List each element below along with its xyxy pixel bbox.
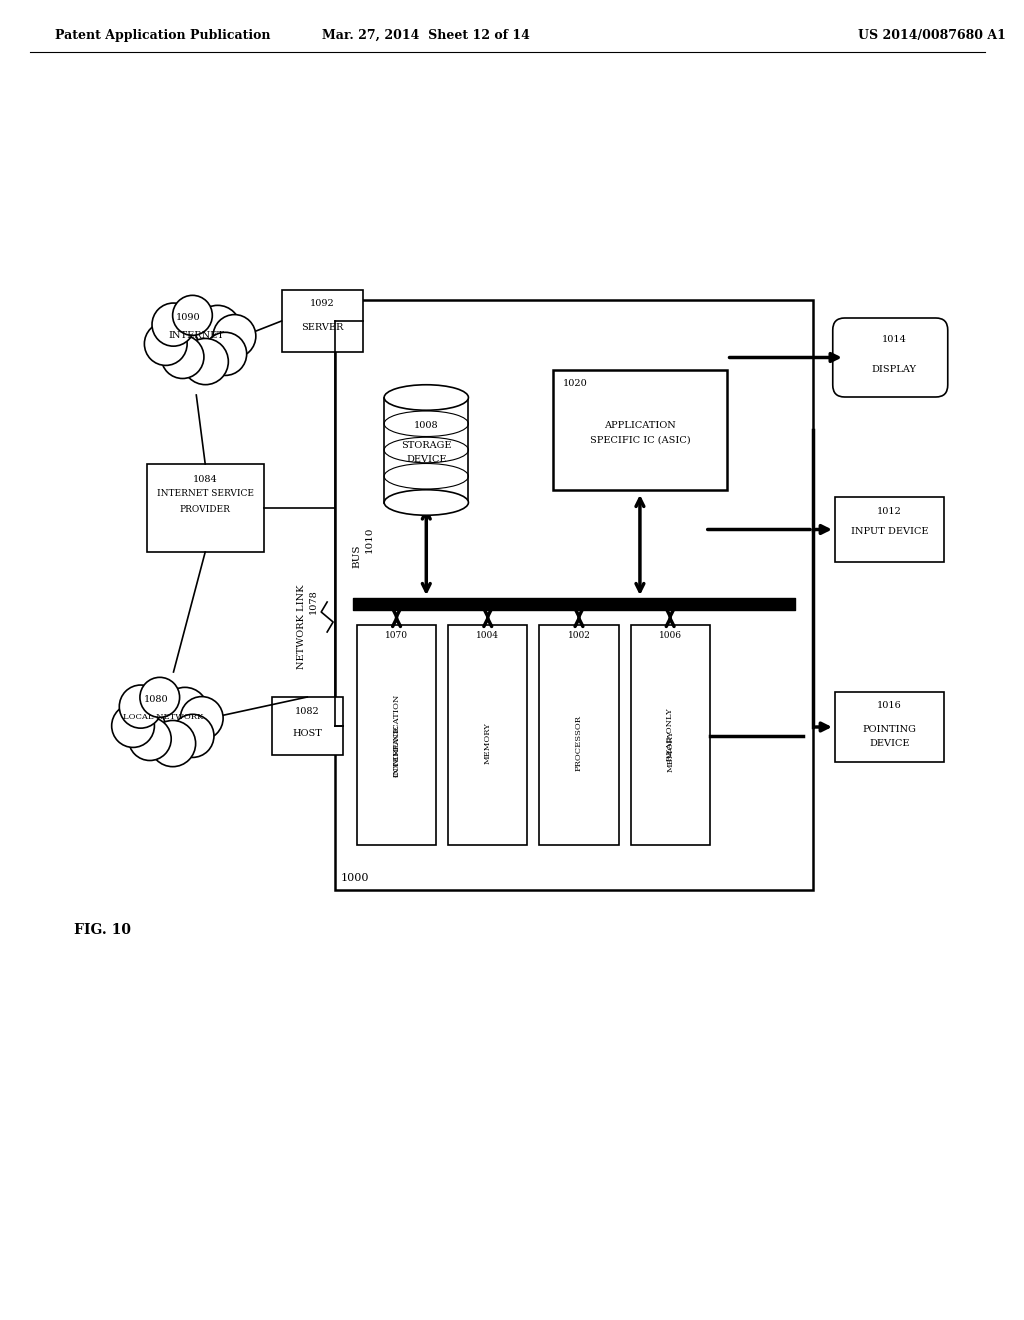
- Circle shape: [134, 693, 193, 751]
- Circle shape: [204, 333, 247, 375]
- Text: INPUT DEVICE: INPUT DEVICE: [851, 528, 928, 536]
- Text: 1020: 1020: [563, 380, 588, 388]
- Bar: [282, 290, 362, 352]
- Circle shape: [182, 338, 228, 384]
- Bar: [553, 370, 727, 490]
- Text: INTERNET SERVICE: INTERNET SERVICE: [157, 490, 254, 499]
- Text: 1016: 1016: [877, 701, 902, 710]
- Ellipse shape: [384, 384, 468, 411]
- Circle shape: [195, 305, 241, 351]
- Text: SPECIFIC IC (ASIC): SPECIFIC IC (ASIC): [590, 436, 690, 445]
- Text: PROCESSOR: PROCESSOR: [574, 715, 583, 771]
- Text: DISPLAY: DISPLAY: [871, 366, 916, 375]
- Text: NETWORK LINK: NETWORK LINK: [297, 585, 306, 669]
- Text: APPLICATION: APPLICATION: [604, 421, 676, 429]
- Text: INTERFACE: INTERFACE: [392, 725, 400, 777]
- Circle shape: [152, 304, 195, 346]
- Text: SERVER: SERVER: [301, 322, 343, 331]
- Text: 1008: 1008: [414, 421, 438, 429]
- Text: FIG. 10: FIG. 10: [75, 923, 131, 937]
- Text: DEVICE: DEVICE: [407, 455, 446, 465]
- Text: 1006: 1006: [658, 631, 682, 640]
- Circle shape: [112, 705, 155, 747]
- Circle shape: [171, 714, 214, 758]
- Text: Patent Application Publication: Patent Application Publication: [54, 29, 270, 41]
- Text: US 2014/0087680 A1: US 2014/0087680 A1: [858, 29, 1006, 41]
- Text: 1070: 1070: [385, 631, 408, 640]
- Bar: [335, 300, 813, 890]
- Text: PROVIDER: PROVIDER: [180, 506, 230, 515]
- Text: POINTING: POINTING: [862, 726, 916, 734]
- Circle shape: [144, 322, 187, 366]
- Text: INTERNET: INTERNET: [168, 330, 224, 339]
- Circle shape: [180, 697, 223, 739]
- Bar: [631, 624, 710, 845]
- Ellipse shape: [384, 490, 468, 515]
- Circle shape: [128, 717, 171, 760]
- Text: Mar. 27, 2014  Sheet 12 of 14: Mar. 27, 2014 Sheet 12 of 14: [323, 29, 530, 41]
- Bar: [271, 697, 343, 755]
- Text: READ ONLY: READ ONLY: [667, 709, 674, 762]
- Circle shape: [140, 677, 179, 717]
- Text: DEVICE: DEVICE: [869, 739, 909, 748]
- Circle shape: [162, 688, 208, 734]
- Text: COMMUNICATION: COMMUNICATION: [392, 693, 400, 776]
- Text: 1080: 1080: [143, 696, 168, 705]
- Text: 1004: 1004: [476, 631, 500, 640]
- FancyBboxPatch shape: [833, 318, 948, 397]
- Text: BUS: BUS: [352, 544, 361, 568]
- Text: 1082: 1082: [295, 706, 319, 715]
- Bar: [449, 624, 527, 845]
- Circle shape: [150, 721, 196, 767]
- Circle shape: [213, 314, 256, 358]
- Text: 1010: 1010: [366, 527, 375, 553]
- Text: 1090: 1090: [176, 314, 201, 322]
- Text: HOST: HOST: [293, 729, 323, 738]
- Text: 1078: 1078: [309, 590, 317, 614]
- Bar: [835, 498, 944, 562]
- Text: 1002: 1002: [567, 631, 591, 640]
- Text: 1014: 1014: [882, 334, 906, 343]
- Text: LOCAL NETWORK: LOCAL NETWORK: [123, 713, 204, 721]
- Circle shape: [120, 685, 162, 729]
- Circle shape: [173, 296, 212, 335]
- Bar: [540, 624, 618, 845]
- Text: 1000: 1000: [341, 873, 370, 883]
- Text: MEMORY: MEMORY: [483, 722, 492, 764]
- Text: 1084: 1084: [193, 474, 217, 483]
- Bar: [357, 624, 436, 845]
- Text: 1012: 1012: [877, 507, 902, 516]
- Text: MEMORY: MEMORY: [667, 730, 674, 772]
- Circle shape: [167, 310, 225, 370]
- Circle shape: [161, 335, 204, 379]
- Text: STORAGE: STORAGE: [401, 441, 452, 450]
- Text: 1092: 1092: [310, 300, 335, 309]
- Bar: [146, 465, 264, 552]
- Bar: [835, 692, 944, 762]
- Bar: [384, 397, 468, 503]
